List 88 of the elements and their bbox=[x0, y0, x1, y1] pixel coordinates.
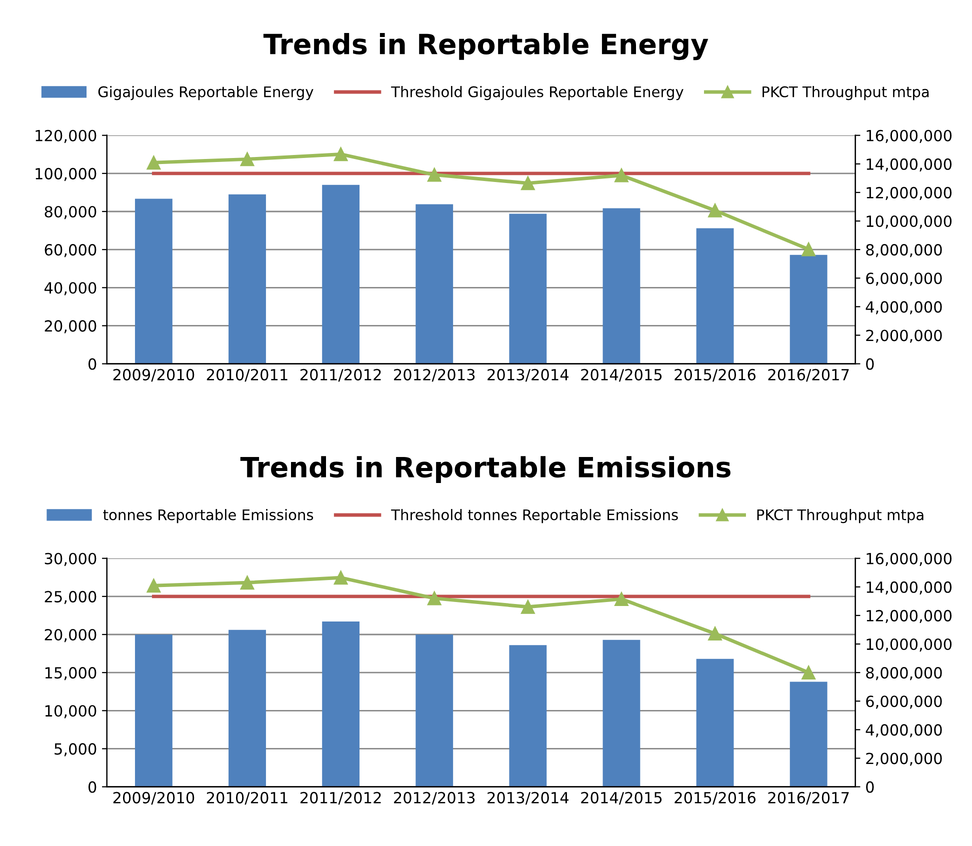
x-tick-label: 2015/2016 bbox=[674, 368, 756, 382]
y-tick-label: 15,000 bbox=[45, 667, 96, 680]
x-tick-label: 2013/2014 bbox=[488, 368, 569, 382]
point bbox=[708, 204, 722, 218]
y-tick-label: 100,000 bbox=[36, 168, 96, 182]
chart-title: Trends in Reportable Emissions bbox=[240, 456, 730, 483]
x-tick-label: 2011/2012 bbox=[300, 792, 381, 805]
y-tick-label: 0 bbox=[88, 358, 96, 370]
bar bbox=[416, 204, 454, 364]
y2-tick-label: 2,000,000 bbox=[866, 752, 942, 766]
y2-tick-label: 16,000,000 bbox=[866, 130, 952, 143]
x-tick-label: 2012/2013 bbox=[394, 368, 475, 382]
y2-tick-label: 0 bbox=[866, 781, 874, 793]
y-tick-label: 20,000 bbox=[44, 320, 96, 334]
x-tick-label: 2010/2011 bbox=[206, 792, 288, 805]
bar bbox=[416, 634, 454, 787]
bar bbox=[322, 184, 360, 364]
point bbox=[427, 168, 442, 182]
y2-tick-label: 4,000,000 bbox=[866, 724, 942, 738]
x-tick-label: 2016/2017 bbox=[768, 792, 849, 805]
y-tick-label: 0 bbox=[88, 781, 96, 793]
y2-tick-label: 10,000,000 bbox=[866, 215, 952, 229]
point bbox=[614, 592, 628, 606]
point bbox=[614, 168, 628, 182]
point bbox=[520, 600, 535, 614]
bar bbox=[790, 254, 828, 364]
y-tick-label: 25,000 bbox=[44, 590, 96, 604]
y2-tick-label: 14,000,000 bbox=[866, 158, 952, 172]
y-tick-label: 80,000 bbox=[44, 206, 96, 220]
bar bbox=[134, 198, 172, 364]
bar bbox=[696, 658, 734, 787]
point bbox=[520, 176, 535, 190]
bar bbox=[228, 630, 266, 787]
bar bbox=[602, 208, 640, 364]
point bbox=[427, 591, 442, 606]
y-tick-label: 30,000 bbox=[44, 552, 96, 566]
y2-tick-label: 14,000,000 bbox=[866, 581, 952, 594]
legend-label: Threshold Gigajoules Reportable Energy bbox=[391, 86, 684, 100]
point bbox=[334, 570, 348, 585]
y2-tick-label: 12,000,000 bbox=[866, 610, 952, 624]
point bbox=[240, 152, 254, 166]
x-tick-label: 2016/2017 bbox=[768, 368, 849, 382]
legend-label: PKCT Throughput mtpa bbox=[762, 86, 929, 100]
point bbox=[802, 242, 816, 256]
bar bbox=[322, 622, 360, 787]
bar bbox=[509, 214, 547, 364]
point bbox=[802, 666, 816, 680]
bar bbox=[602, 640, 640, 787]
legend-label: tonnes Reportable Emissions bbox=[103, 509, 314, 524]
x-tick-label: 2015/2016 bbox=[674, 792, 756, 805]
point bbox=[334, 147, 348, 162]
y2-tick-label: 0 bbox=[866, 358, 874, 370]
y2-tick-label: 16,000,000 bbox=[866, 552, 952, 566]
y2-tick-label: 6,000,000 bbox=[866, 272, 942, 286]
point bbox=[146, 156, 161, 170]
bar bbox=[790, 682, 828, 787]
y2-tick-label: 12,000,000 bbox=[866, 186, 952, 200]
legend-label: Gigajoules Reportable Energy bbox=[98, 86, 314, 100]
bar bbox=[134, 634, 172, 787]
y-tick-label: 120,000 bbox=[36, 130, 96, 143]
y2-tick-label: 10,000,000 bbox=[866, 638, 952, 652]
y2-tick-label: 8,000,000 bbox=[866, 244, 942, 258]
point bbox=[240, 576, 254, 590]
y2-tick-label: 8,000,000 bbox=[866, 667, 942, 680]
y2-tick-label: 2,000,000 bbox=[866, 330, 942, 343]
y-tick-label: 60,000 bbox=[44, 244, 96, 258]
chart-title: Trends in Reportable Energy bbox=[263, 32, 708, 60]
x-tick-label: 2014/2015 bbox=[581, 368, 662, 382]
bar bbox=[228, 194, 266, 364]
y-tick-label: 20,000 bbox=[44, 628, 96, 642]
x-tick-label: 2010/2011 bbox=[206, 368, 288, 382]
x-tick-label: 2009/2010 bbox=[113, 368, 194, 382]
y2-tick-label: 4,000,000 bbox=[866, 301, 942, 314]
y-tick-label: 40,000 bbox=[44, 282, 96, 296]
y-tick-label: 10,000 bbox=[45, 705, 96, 718]
y-tick-label: 5,000 bbox=[54, 743, 96, 756]
legend-label: Threshold tonnes Reportable Emissions bbox=[391, 509, 678, 524]
point bbox=[146, 578, 161, 593]
bar bbox=[509, 645, 547, 787]
x-tick-label: 2009/2010 bbox=[113, 792, 194, 805]
x-tick-label: 2012/2013 bbox=[394, 792, 475, 805]
legend-label: PKCT Throughput mtpa bbox=[757, 509, 924, 524]
y2-tick-label: 6,000,000 bbox=[866, 696, 942, 709]
x-tick-label: 2011/2012 bbox=[300, 368, 381, 382]
bar bbox=[696, 228, 734, 364]
x-tick-label: 2013/2014 bbox=[488, 792, 569, 805]
point bbox=[708, 626, 722, 641]
x-tick-label: 2014/2015 bbox=[581, 792, 662, 805]
